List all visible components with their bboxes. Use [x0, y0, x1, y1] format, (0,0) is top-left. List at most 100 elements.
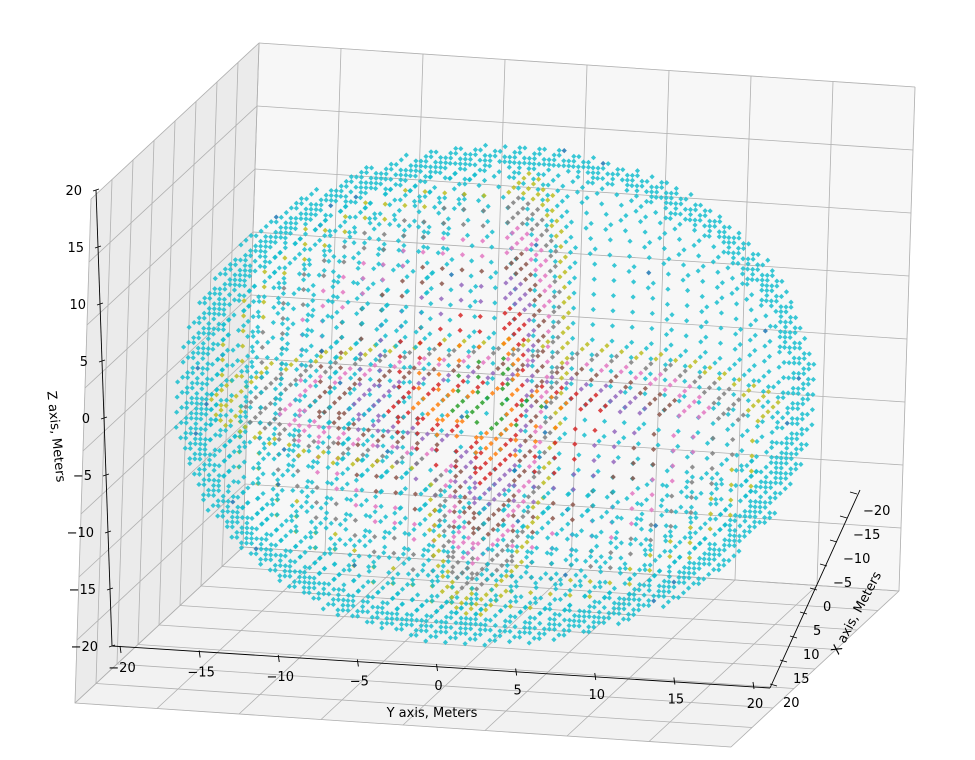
data-point	[298, 372, 304, 378]
data-point	[635, 441, 641, 447]
data-point	[597, 564, 603, 570]
y-tick-mark	[673, 677, 676, 685]
data-point	[586, 609, 592, 615]
data-point	[278, 371, 284, 377]
data-point	[477, 631, 483, 638]
data-point	[309, 328, 315, 334]
data-point	[414, 430, 420, 437]
data-point	[601, 615, 607, 621]
data-point	[389, 449, 395, 455]
data-point	[740, 241, 747, 247]
data-point	[514, 402, 520, 408]
data-point	[531, 312, 537, 318]
data-point	[376, 382, 383, 389]
data-point	[698, 475, 705, 481]
data-point	[716, 547, 722, 553]
data-point	[513, 437, 519, 443]
data-point	[361, 240, 368, 246]
data-point	[445, 377, 451, 384]
data-point	[454, 423, 460, 429]
data-point	[417, 521, 423, 527]
data-point	[271, 304, 277, 311]
data-point	[355, 265, 361, 271]
data-point	[749, 292, 755, 298]
data-point	[654, 189, 660, 195]
data-point	[643, 345, 649, 351]
data-point	[477, 495, 483, 501]
data-point	[481, 339, 487, 346]
data-point	[213, 392, 220, 398]
data-point	[367, 513, 373, 520]
data-point	[465, 394, 471, 400]
data-point	[206, 472, 212, 478]
data-point	[315, 439, 322, 445]
data-point	[218, 407, 224, 413]
data-point	[283, 210, 289, 216]
data-point	[547, 445, 553, 451]
data-point	[249, 344, 255, 350]
data-point	[268, 234, 274, 240]
data-point	[754, 423, 761, 429]
data-point	[328, 496, 334, 502]
data-point	[801, 371, 807, 377]
data-point	[209, 361, 215, 367]
data-point	[791, 355, 797, 361]
data-point	[288, 382, 294, 388]
grid-line-left-z	[90, 42, 260, 200]
data-point	[390, 575, 396, 582]
data-point	[683, 348, 689, 354]
data-point	[691, 399, 697, 405]
data-point	[278, 537, 284, 543]
data-point	[734, 286, 740, 292]
data-point	[692, 202, 699, 208]
data-point	[736, 538, 743, 544]
data-point	[196, 320, 202, 326]
data-point	[744, 428, 750, 434]
data-point	[704, 304, 710, 310]
data-point	[502, 154, 508, 160]
data-point	[561, 632, 567, 638]
data-point	[442, 513, 448, 519]
data-point	[314, 469, 321, 475]
data-point	[190, 350, 196, 356]
data-point	[595, 175, 601, 181]
data-point	[487, 471, 493, 477]
data-point	[520, 367, 526, 373]
data-point	[559, 213, 565, 219]
data-point	[399, 616, 405, 622]
data-point	[257, 435, 263, 441]
data-point	[656, 411, 663, 418]
data-point	[410, 581, 416, 587]
data-point	[529, 544, 535, 550]
data-point	[446, 332, 453, 338]
data-point	[202, 442, 208, 448]
data-point	[445, 412, 451, 418]
data-point	[279, 336, 285, 342]
data-point	[288, 225, 294, 231]
data-point	[639, 183, 645, 189]
data-point	[681, 564, 688, 571]
data-point	[563, 224, 569, 230]
data-point	[534, 388, 540, 394]
data-point	[218, 402, 224, 408]
data-point	[515, 503, 521, 509]
data-point	[567, 587, 573, 593]
data-point	[290, 321, 296, 327]
data-point	[461, 196, 467, 202]
data-point	[590, 170, 596, 176]
data-point	[430, 543, 436, 549]
data-point	[661, 593, 667, 599]
data-point	[243, 394, 249, 400]
data-point	[472, 152, 479, 158]
data-point	[286, 462, 292, 468]
data-point	[351, 558, 357, 564]
data-point	[239, 525, 245, 531]
data-point	[541, 303, 547, 309]
data-point	[677, 393, 683, 399]
data-point	[570, 320, 576, 326]
data-point	[410, 567, 416, 573]
data-point	[551, 309, 557, 315]
data-point	[221, 473, 227, 479]
data-point	[778, 460, 784, 466]
data-point	[389, 434, 395, 440]
